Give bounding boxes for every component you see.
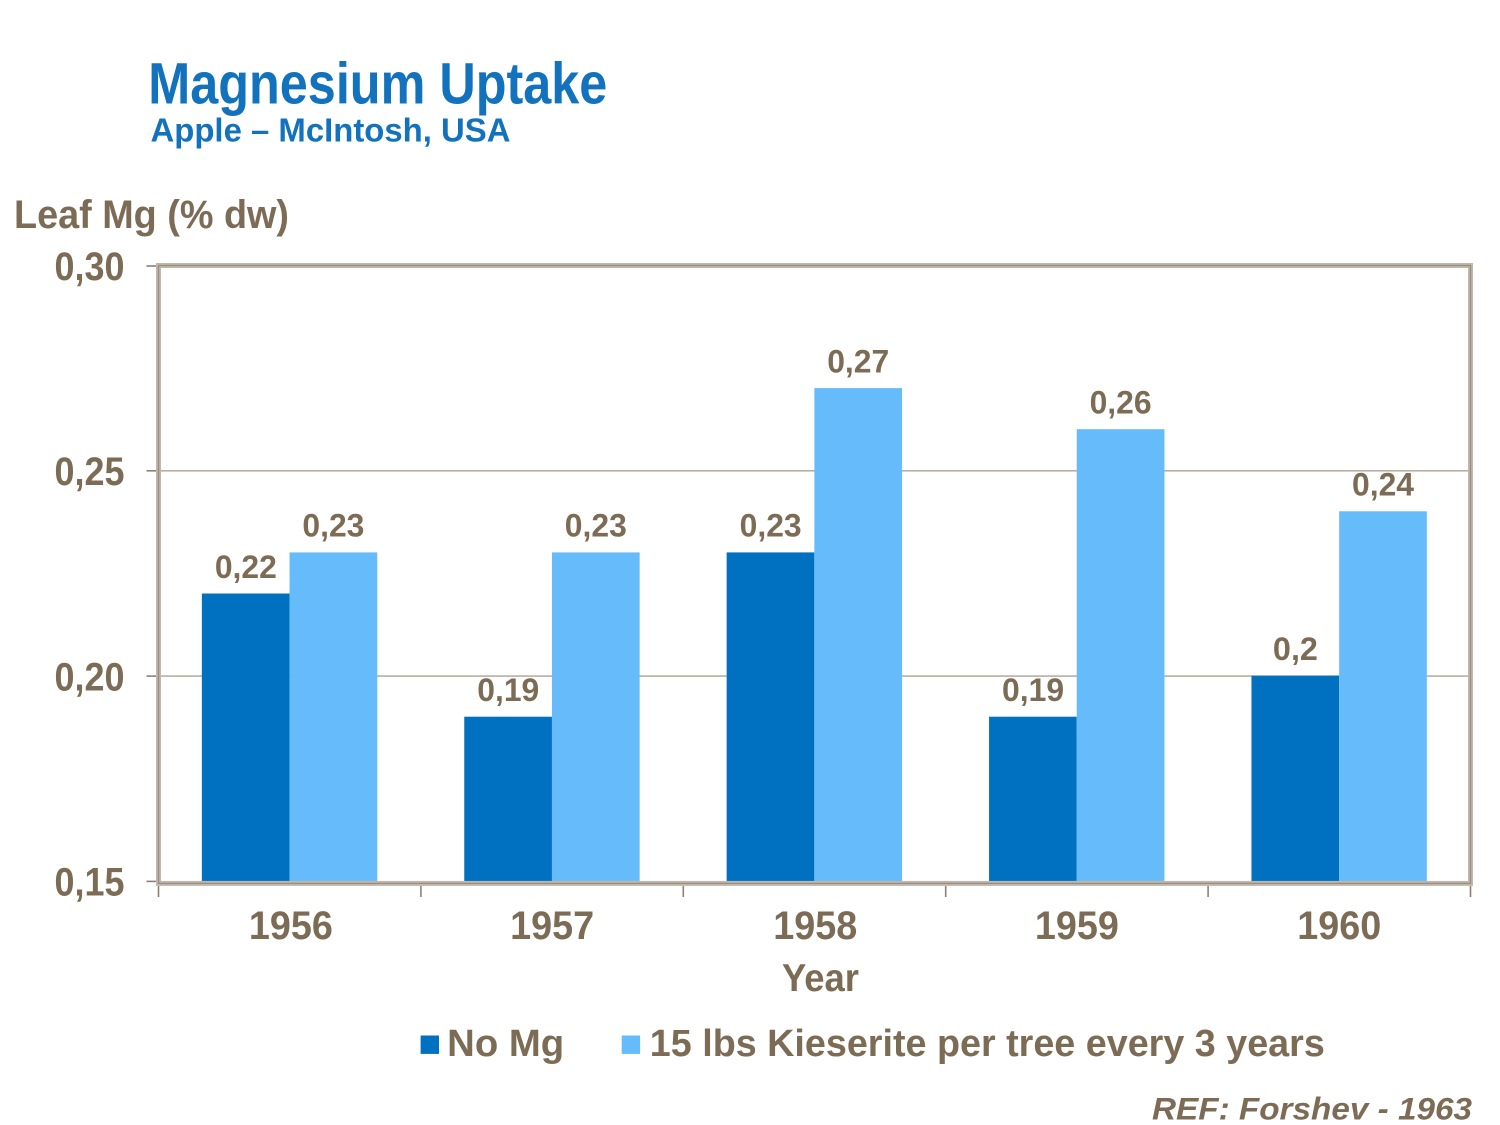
svg-text:No Mg: No Mg — [447, 1023, 564, 1065]
svg-text:0,2: 0,2 — [1273, 631, 1318, 667]
svg-text:0,27: 0,27 — [827, 343, 889, 379]
svg-text:0,22: 0,22 — [215, 549, 277, 585]
svg-text:Apple – McIntosh, USA: Apple – McIntosh, USA — [151, 111, 511, 148]
svg-text:0,23: 0,23 — [740, 508, 802, 544]
svg-text:0,23: 0,23 — [565, 508, 627, 544]
svg-text:1956: 1956 — [249, 904, 333, 948]
svg-text:Year: Year — [782, 957, 859, 1000]
svg-text:Leaf Mg (% dw): Leaf Mg (% dw) — [14, 193, 289, 237]
svg-text:0,19: 0,19 — [1002, 672, 1064, 708]
svg-text:0,15: 0,15 — [55, 861, 125, 905]
svg-text:REF: Forshev - 1963: REF: Forshev - 1963 — [1152, 1091, 1472, 1125]
svg-text:0,19: 0,19 — [477, 672, 539, 708]
svg-text:Magnesium Uptake: Magnesium Uptake — [148, 52, 607, 117]
svg-text:1958: 1958 — [773, 904, 857, 948]
svg-text:0,20: 0,20 — [55, 655, 125, 699]
svg-text:1957: 1957 — [510, 904, 594, 948]
svg-text:1960: 1960 — [1297, 904, 1381, 948]
svg-text:0,23: 0,23 — [302, 508, 364, 544]
svg-text:0,25: 0,25 — [55, 450, 125, 494]
svg-text:1959: 1959 — [1035, 904, 1119, 948]
svg-text:0,30: 0,30 — [55, 245, 125, 289]
svg-text:0,26: 0,26 — [1090, 385, 1152, 421]
svg-text:0,24: 0,24 — [1352, 467, 1414, 503]
svg-text:15 lbs Kieserite per tree ever: 15 lbs Kieserite per tree every 3 years — [650, 1023, 1325, 1065]
